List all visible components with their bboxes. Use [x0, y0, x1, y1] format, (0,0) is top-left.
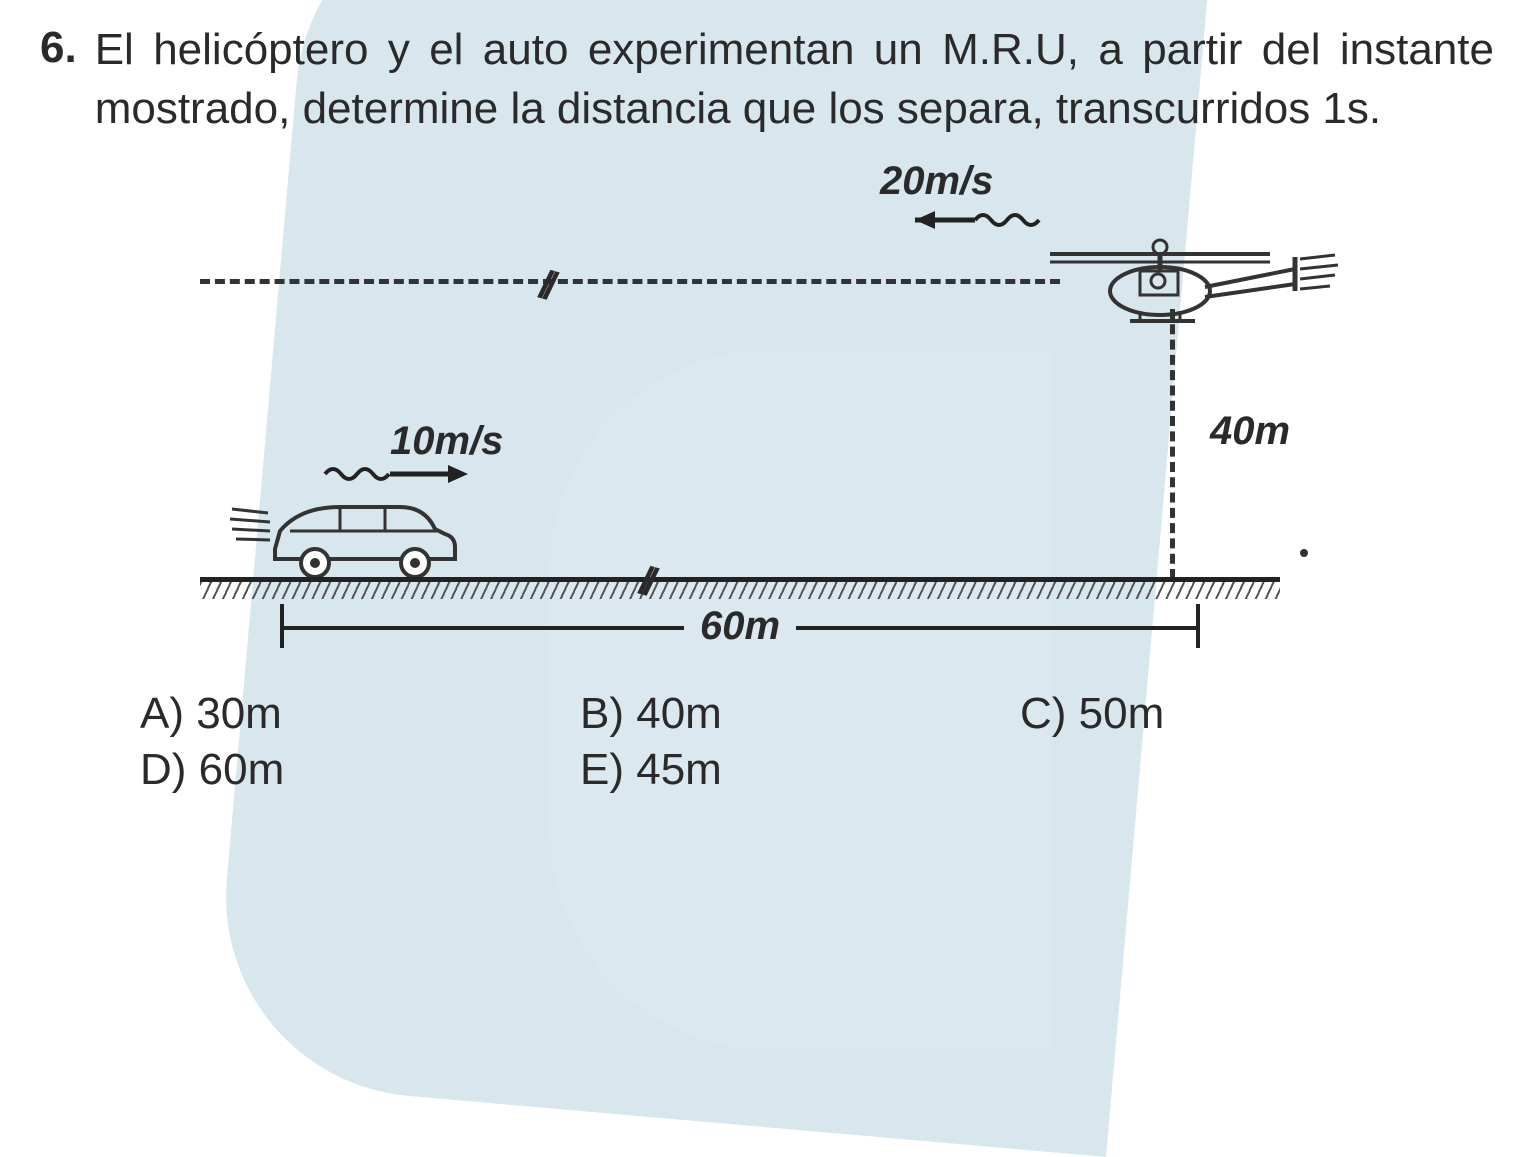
option-a-value: 30m	[196, 689, 282, 738]
option-d: D) 60m	[140, 745, 580, 795]
option-e: E) 45m	[580, 745, 1020, 795]
question-row: 6. El helicóptero y el auto experimentan…	[40, 20, 1494, 139]
option-a: A) 30m	[140, 689, 580, 739]
physics-figure: 20m/s //	[160, 159, 1360, 679]
question-text: El helicóptero y el auto experimentan un…	[95, 20, 1494, 139]
height-dashed-line	[1170, 309, 1175, 579]
ground-line	[200, 577, 1280, 599]
option-c: C) 50m	[1020, 689, 1460, 739]
helicopter-icon	[1040, 229, 1340, 344]
dashed-break-icon: //	[534, 262, 556, 308]
helicopter-height-label: 40m	[1210, 409, 1290, 454]
answer-options: A) 30m B) 40m C) 50m D) 60m E) 45m	[140, 689, 1494, 795]
question-number: 6.	[40, 20, 77, 75]
horizontal-dimension: 60m	[280, 604, 1200, 654]
helicopter-arrow-icon	[880, 205, 1050, 240]
option-b: B) 40m	[580, 689, 1020, 739]
option-e-value: 45m	[636, 745, 722, 794]
option-c-value: 50m	[1079, 689, 1165, 738]
stray-dot	[1300, 549, 1308, 557]
helicopter-path-dashed	[200, 279, 1060, 284]
option-d-value: 60m	[199, 745, 285, 794]
car-icon	[230, 489, 470, 586]
option-b-value: 40m	[636, 689, 722, 738]
car-speed-label: 10m/s	[390, 419, 503, 464]
helicopter-speed-label: 20m/s	[880, 159, 993, 204]
